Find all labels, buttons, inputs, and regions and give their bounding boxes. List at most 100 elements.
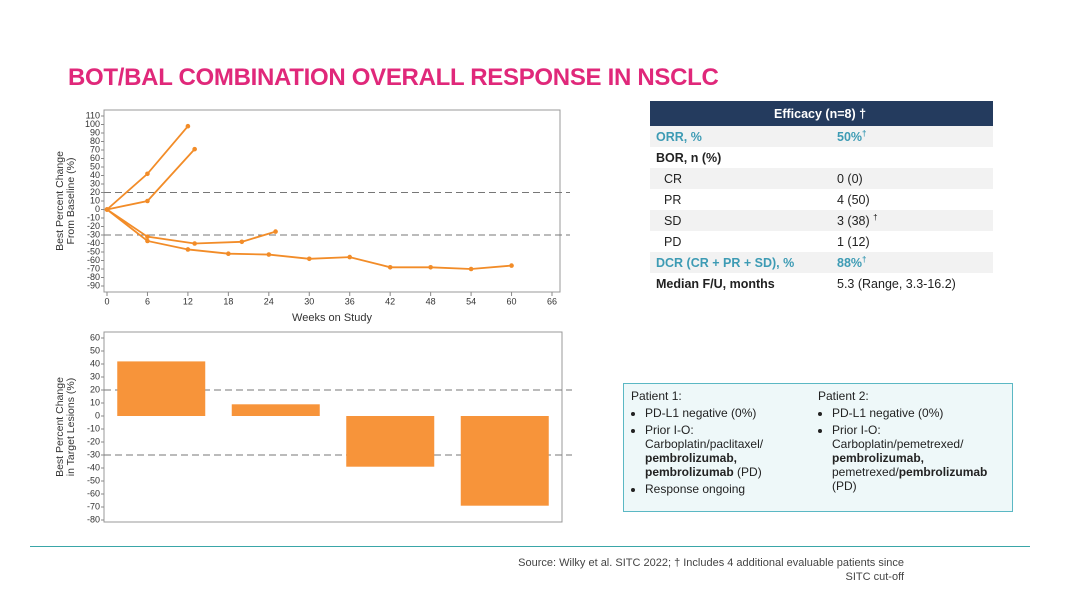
item-text: Carboplatin/paclitaxel/ xyxy=(645,437,764,451)
patient-column: Patient 1: PD-L1 negative (0%) Prior I-O… xyxy=(631,389,763,499)
x-tick-label: 48 xyxy=(426,296,436,306)
item-text: PD-L1 negative (0%) xyxy=(645,406,757,420)
data-point xyxy=(387,265,393,270)
row-value: 4 (50) xyxy=(837,192,870,207)
y-axis-label: Best Percent Change xyxy=(54,151,66,251)
y-tick-label: 0 xyxy=(95,204,100,214)
row-label: SD xyxy=(650,210,837,231)
item-text: Prior I-O: xyxy=(645,423,694,437)
row-label: PR xyxy=(664,192,682,207)
row-note: † xyxy=(862,128,867,138)
y-tick-label: -80 xyxy=(87,272,100,282)
patient-item: PD-L1 negative (0%) xyxy=(832,406,987,420)
row-value: 1 (12) xyxy=(837,234,870,249)
item-text: PD-L1 negative (0%) xyxy=(832,406,944,420)
patient-title: Patient 1: xyxy=(631,389,682,403)
data-point xyxy=(306,256,312,262)
data-point xyxy=(192,241,197,246)
patient-item: Prior I-O:Carboplatin/pemetrexed/pembrol… xyxy=(832,423,987,493)
row-note: † xyxy=(873,212,878,222)
row-value: 88% xyxy=(837,256,863,271)
data-point xyxy=(509,263,514,268)
x-tick-label: 60 xyxy=(507,296,517,306)
x-tick-label: 54 xyxy=(466,296,476,306)
source: Source: Wilky et al. SITC 2022; † Includ… xyxy=(518,556,904,584)
row-value: 3 (38) xyxy=(837,214,870,229)
y-axis-label: Best Percent Change xyxy=(54,377,66,477)
y-tick-label: -90 xyxy=(87,280,100,290)
data-point xyxy=(239,239,245,245)
data-point xyxy=(192,146,197,152)
table-header: Efficacy (n=8) † xyxy=(650,101,993,126)
plot-frame xyxy=(103,331,563,523)
y-tick-label: 80 xyxy=(90,136,100,146)
x-tick-label: 6 xyxy=(145,296,150,306)
patient-item: PD-L1 negative (0%) xyxy=(645,406,763,420)
y-tick-label: -30 xyxy=(87,449,100,459)
plot-frame xyxy=(103,109,561,293)
y-tick-label: -20 xyxy=(87,221,100,231)
y-tick-label: -40 xyxy=(87,238,100,248)
item-text: pembrolizumab xyxy=(645,465,734,479)
y-tick-label: 110 xyxy=(86,110,100,120)
y-tick-label: 40 xyxy=(90,358,100,368)
x-tick-label: 36 xyxy=(345,296,355,306)
y-tick-label: 60 xyxy=(90,332,100,342)
x-tick-label: 12 xyxy=(183,296,193,306)
row-label: BOR, n (%) xyxy=(656,150,722,165)
x-tick-label: 18 xyxy=(223,296,233,306)
data-point xyxy=(347,254,353,260)
y-tick-label: -50 xyxy=(87,246,100,256)
bar xyxy=(460,416,549,506)
patient-column: Patient 2: PD-L1 negative (0%) Prior I-O… xyxy=(818,389,987,496)
x-tick-label: 24 xyxy=(264,296,274,306)
bar xyxy=(117,361,206,416)
y-tick-label: 50 xyxy=(90,161,100,171)
data-point xyxy=(185,247,191,252)
y-tick-label: 10 xyxy=(90,397,100,407)
y-tick-label: -50 xyxy=(87,475,100,485)
item-text: pemetrexed/ xyxy=(832,465,899,479)
patient-item: Prior I-O:Carboplatin/paclitaxel/pembrol… xyxy=(645,423,763,479)
item-text: (PD) xyxy=(832,479,857,493)
y-tick-label: -10 xyxy=(87,212,100,222)
y-axis-label: From Baseline (%) xyxy=(65,158,77,245)
data-line xyxy=(106,148,196,211)
item-text: pembrolizumab xyxy=(898,465,988,479)
x-tick-label: 42 xyxy=(385,296,395,306)
row-value: 0 (0) xyxy=(837,168,993,189)
item-text: (PD) xyxy=(733,465,762,479)
row-note: † xyxy=(862,254,867,264)
patient-item: Response ongoing xyxy=(645,482,763,496)
row-value: 50% xyxy=(837,130,863,145)
item-text: pembrolizumab, xyxy=(645,451,738,465)
efficacy-table: Efficacy (n=8) † ORR, % 50%† BOR, n (%) C… xyxy=(650,101,993,294)
row-label: Median F/U, months xyxy=(656,276,775,291)
x-tick-label: 0 xyxy=(104,296,109,306)
y-tick-label: 90 xyxy=(90,127,100,137)
y-tick-label: -10 xyxy=(87,423,100,433)
source-line: Source: Wilky et al. SITC 2022; † Includ… xyxy=(518,557,904,569)
y-tick-label: -60 xyxy=(87,488,100,498)
data-point xyxy=(428,265,433,270)
row-label: CR xyxy=(650,168,837,189)
item-text: Prior I-O: xyxy=(832,423,881,437)
y-tick-label: -40 xyxy=(87,462,100,472)
y-tick-label: 30 xyxy=(90,178,100,188)
y-tick-label: -30 xyxy=(87,229,100,239)
item-text: Response ongoing xyxy=(645,482,746,496)
patient-title: Patient 2: xyxy=(818,389,869,403)
y-tick-label: -80 xyxy=(87,514,100,524)
bar xyxy=(346,416,435,467)
data-point xyxy=(468,266,474,272)
data-point xyxy=(226,251,231,256)
divider xyxy=(30,546,1030,547)
y-tick-label: 20 xyxy=(90,187,100,197)
x-tick-label: 30 xyxy=(304,296,314,306)
x-axis-label: Weeks on Study xyxy=(292,312,372,324)
data-point xyxy=(185,123,191,129)
y-tick-label: 70 xyxy=(90,144,100,154)
data-point xyxy=(273,229,278,234)
x-tick-label: 66 xyxy=(547,296,557,306)
